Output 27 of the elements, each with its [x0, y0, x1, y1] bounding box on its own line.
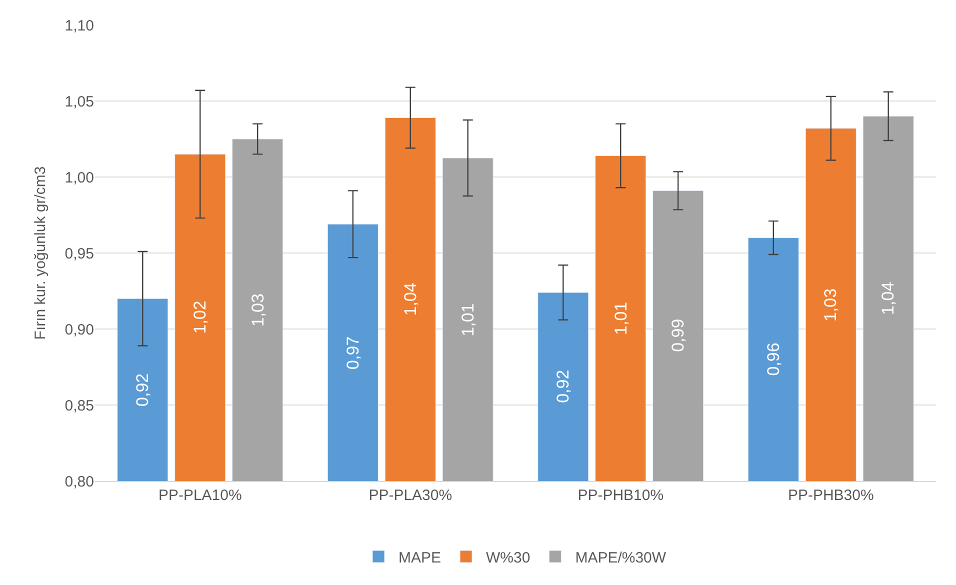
legend-label: MAPE: [398, 549, 442, 566]
data-label: 1,02: [190, 300, 210, 334]
data-label: 0,99: [668, 318, 688, 352]
data-label: 1,01: [458, 303, 478, 336]
legend-label: MAPE/%30W: [575, 549, 667, 566]
data-label: 0,92: [132, 373, 152, 406]
x-tick-label: PP-PHB10%: [578, 487, 664, 504]
data-label: 1,01: [611, 302, 630, 335]
data-label: 0,97: [343, 336, 362, 370]
data-label: 0,96: [764, 342, 784, 376]
data-label: 0,92: [553, 370, 572, 403]
y-tick-label: 0,95: [64, 245, 94, 262]
data-label: 1,04: [401, 282, 420, 316]
x-tick-label: PP-PHB30%: [788, 487, 874, 504]
y-axis-title: Fırın kur. yoğunluk gr/cm3: [32, 166, 50, 340]
y-tick-label: 0,85: [64, 397, 94, 414]
y-tick-label: 0,80: [64, 473, 94, 490]
data-label: 1,04: [878, 282, 898, 315]
y-tick-label: 1,10: [64, 17, 94, 34]
x-tick-label: PP-PLA10%: [158, 487, 242, 504]
y-tick-label: 1,00: [64, 169, 94, 186]
legend-label: W%30: [486, 549, 530, 566]
y-tick-label: 1,05: [64, 93, 94, 110]
data-label: 1,03: [821, 288, 840, 322]
x-tick-label: PP-PLA30%: [368, 487, 452, 504]
data-label: 1,03: [248, 293, 268, 327]
y-tick-label: 0,90: [64, 321, 94, 338]
